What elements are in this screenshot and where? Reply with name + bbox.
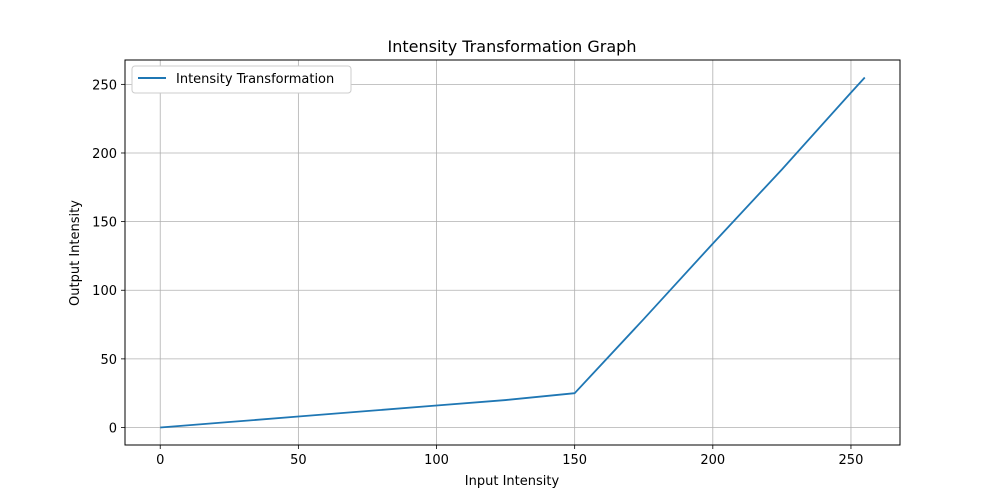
- y-tick-label: 200: [92, 147, 117, 162]
- chart-title: Intensity Transformation Graph: [388, 37, 637, 56]
- tick-layer: 0 50 100 150 200 250 0 50 100 150 200 250: [92, 78, 863, 468]
- y-tick-label: 150: [92, 216, 117, 231]
- x-tick-label: 100: [424, 453, 449, 468]
- series-layer: [160, 76, 866, 429]
- x-tick-label: 250: [839, 453, 864, 468]
- plot-frame: [124, 59, 901, 446]
- legend: Intensity Transformation: [131, 65, 352, 94]
- y-tick-label: 250: [92, 78, 117, 93]
- series-line: [160, 76, 866, 429]
- x-tick-label: 50: [290, 453, 307, 468]
- legend-box: [131, 65, 352, 94]
- grid-lines: [125, 60, 900, 445]
- y-tick-label: 100: [92, 284, 117, 299]
- x-tick-label: 150: [562, 453, 587, 468]
- y-axis-label: Output Intensity: [68, 200, 83, 306]
- legend-label: Intensity Transformation: [176, 72, 334, 87]
- x-tick-label: 200: [700, 453, 725, 468]
- y-tick-label: 50: [100, 353, 117, 368]
- y-tick-label: 0: [109, 422, 117, 437]
- x-axis-label: Input Intensity: [465, 474, 560, 489]
- x-tick-label: 0: [156, 453, 164, 468]
